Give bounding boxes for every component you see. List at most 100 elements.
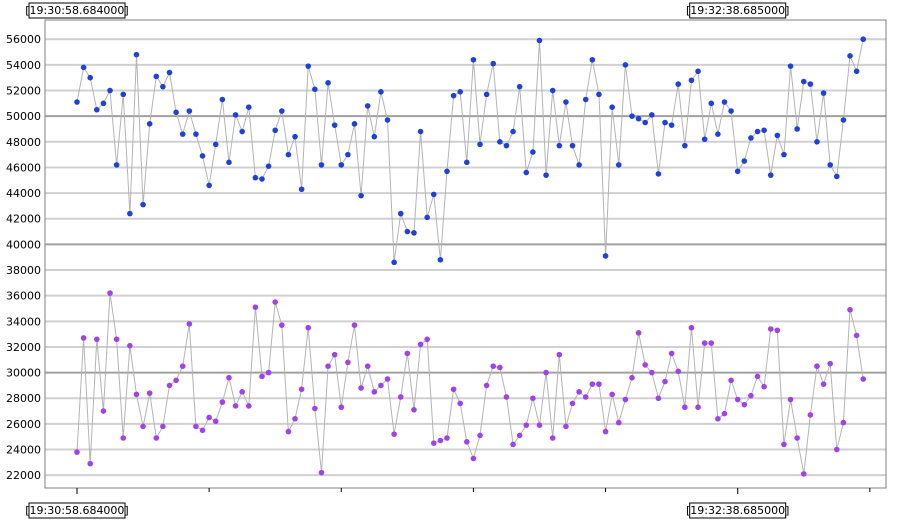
series-2-point [688, 324, 695, 331]
series-1-point [351, 121, 358, 127]
series-1-point [642, 119, 649, 126]
series-1-point [754, 128, 761, 135]
series-1-point [576, 162, 582, 168]
series-1-point [358, 192, 364, 199]
series-1-point [794, 126, 800, 132]
series-1-point [391, 259, 397, 266]
series-1-point [615, 162, 622, 168]
series-1-point [655, 171, 662, 177]
series-1-point [840, 117, 847, 123]
series-2-point [497, 364, 503, 371]
series-2-point [530, 395, 536, 402]
series-1-point [589, 56, 596, 63]
series-1-point [219, 96, 226, 103]
y-tick-label: 40000 [6, 238, 41, 251]
series-2-point [397, 394, 404, 400]
series-1-point [417, 128, 424, 135]
series-1-point [179, 131, 186, 137]
series-2-point [417, 341, 424, 348]
series-1-point [318, 162, 325, 168]
series-2-point [834, 446, 840, 453]
series-1-point [127, 210, 133, 217]
y-tick-label: 44000 [6, 187, 41, 200]
series-1-point [807, 81, 814, 87]
series-2-point [728, 377, 734, 384]
series-2-point [847, 306, 853, 313]
series-2-point [754, 373, 761, 380]
series-2-point [364, 363, 371, 369]
series-2-point [629, 374, 635, 381]
series-2-point [543, 369, 549, 376]
series-2-point [437, 437, 444, 444]
series-2-point [430, 440, 437, 446]
series-2-point [318, 469, 325, 476]
series-1-point [853, 68, 860, 75]
series-2-point [807, 412, 814, 418]
series-2-point [331, 351, 338, 358]
series-1-point [120, 91, 127, 98]
series-1-point [199, 153, 206, 159]
series-2-point [127, 342, 133, 349]
series-2-point [536, 422, 543, 428]
series-2-point [556, 351, 563, 358]
series-2-point [582, 394, 589, 400]
series-2-point [120, 435, 127, 441]
series-2-point [708, 340, 715, 346]
series-1-point [444, 168, 450, 175]
series-1-point [827, 162, 833, 168]
series-1-point [602, 253, 609, 259]
series-2-point [662, 378, 668, 385]
series-2-point [404, 350, 411, 357]
series-1-point [847, 53, 853, 59]
y-tick-label: 54000 [6, 59, 41, 72]
series-1-point [100, 100, 107, 107]
series-1-point [820, 90, 827, 96]
series-1-point [688, 77, 695, 84]
series-1-point [74, 99, 80, 105]
series-1-point [259, 176, 265, 182]
series-1-point [397, 210, 404, 217]
series-2-point [193, 423, 199, 430]
series-1-point [160, 83, 166, 90]
series-1-point [470, 56, 477, 63]
series-2-point [272, 299, 279, 305]
series-2-point [444, 435, 450, 441]
series-1-point [94, 106, 100, 113]
series-1-point [173, 109, 179, 116]
series-1-point [298, 186, 305, 193]
series-2-point [450, 386, 457, 393]
series-1-point [477, 141, 483, 148]
timestamp-label-bottom: [19:30:58.684000] [25, 504, 128, 517]
series-1-point [107, 87, 113, 94]
series-1-point [701, 136, 708, 143]
series-2-point [219, 399, 226, 405]
series-1-point [378, 89, 384, 95]
series-1-point [285, 151, 292, 158]
series-1-point [834, 173, 840, 180]
y-tick-label: 30000 [6, 367, 41, 380]
series-2-point [695, 404, 701, 411]
series-2-point [358, 385, 364, 391]
series-2-point [701, 340, 708, 346]
series-1-point [338, 162, 345, 168]
series-1-point [662, 119, 668, 126]
series-2-point [279, 322, 285, 328]
series-2-point [721, 410, 728, 417]
series-2-point [774, 327, 781, 334]
series-1-point [437, 256, 444, 263]
series-2-point [840, 419, 847, 426]
series-2-point [411, 406, 417, 413]
series-1-point [404, 228, 411, 235]
series-2-point [800, 471, 807, 477]
y-tick-label: 26000 [6, 418, 41, 431]
series-1-point [582, 96, 589, 103]
timestamp-label-box-bottom [689, 502, 787, 519]
series-2-point [351, 322, 358, 328]
series-2-point [345, 359, 351, 366]
series-2-point [265, 369, 272, 376]
series-2-point [715, 415, 721, 422]
series-2-point [371, 389, 378, 395]
x-axis-ticks [76, 488, 871, 494]
series-1-point [695, 68, 701, 75]
